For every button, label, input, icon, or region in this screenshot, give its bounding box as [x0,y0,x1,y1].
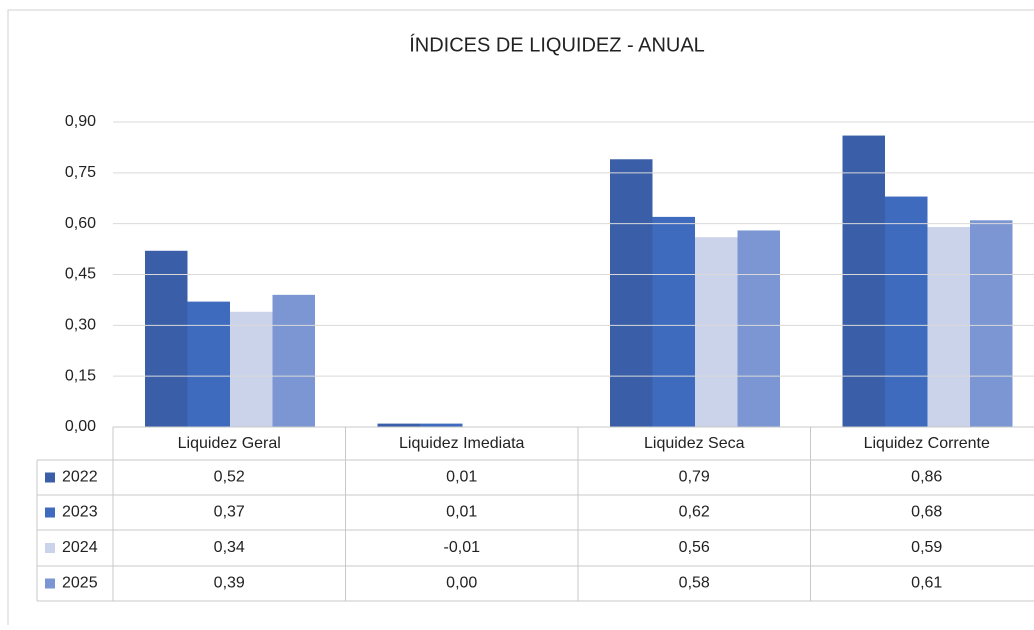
x-tick-label: Liquidez Corrente [864,435,990,452]
x-tick-label: Liquidez Imediata [399,435,525,452]
legend-label: 2025 [62,575,98,592]
bar [695,237,738,427]
table-cell: 0,01 [446,469,477,486]
bar [145,250,188,427]
table-cell: 0,61 [911,575,942,592]
table-cell: 0,01 [446,504,477,521]
y-tick-label: 0,30 [65,317,96,334]
bar [230,311,273,427]
legend-key [45,507,55,518]
x-tick-label: Liquidez Seca [644,435,745,452]
table-cell: 0,68 [911,504,942,521]
table-cell: 0,58 [679,575,710,592]
y-tick-label: 0,75 [65,164,96,181]
x-tick-label: Liquidez Geral [178,435,281,452]
y-tick-label: 0,00 [65,418,96,435]
bars [145,135,1013,427]
legend-label: 2023 [62,504,98,521]
table-cell: 0,00 [446,575,477,592]
bar [420,423,463,427]
bar [970,220,1013,427]
legend-label: 2024 [62,539,98,556]
y-tick-label: 0,45 [65,266,96,283]
table-cell: 0,37 [214,504,245,521]
legend-key [45,578,55,589]
table-cell: 0,79 [679,469,710,486]
bar [885,196,928,427]
legend-key [45,472,55,483]
table-cell: 0,39 [214,575,245,592]
bar [377,423,420,427]
y-tick-label: 0,60 [65,215,96,232]
bar [272,294,315,427]
bar [610,159,653,427]
table-cell: 0,62 [679,504,710,521]
table-cell: 0,34 [214,539,245,556]
table-cell: 0,86 [911,469,942,486]
bar [187,301,230,427]
table-cell: 0,59 [911,539,942,556]
table-cell: 0,52 [214,469,245,486]
y-tick-label: 0,15 [65,367,96,384]
bar [842,135,885,427]
y-tick-label: 0,90 [65,113,96,130]
bar [737,230,780,427]
bar [652,216,695,427]
table-cell: -0,01 [444,539,481,556]
legend-label: 2022 [62,469,98,486]
bar [927,227,970,427]
legend-key [45,543,55,553]
chart-title: ÍNDICES DE LIQUIDEZ - ANUAL [409,33,705,56]
table-cell: 0,56 [679,539,710,556]
